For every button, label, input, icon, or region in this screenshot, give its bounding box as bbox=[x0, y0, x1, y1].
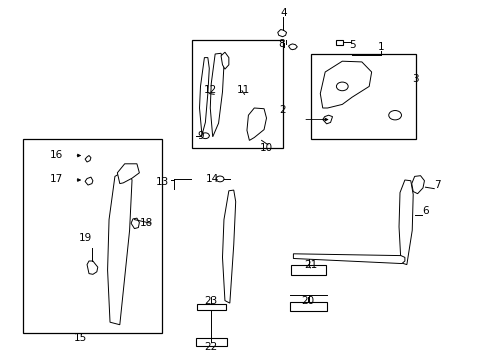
Text: 12: 12 bbox=[203, 85, 217, 95]
Circle shape bbox=[336, 82, 347, 91]
Polygon shape bbox=[85, 156, 91, 162]
Polygon shape bbox=[199, 58, 209, 135]
Bar bbox=[23, 139, 162, 333]
Text: 22: 22 bbox=[204, 342, 218, 352]
Polygon shape bbox=[293, 254, 404, 264]
Bar bbox=[290, 265, 325, 275]
Text: 20: 20 bbox=[301, 296, 314, 306]
Text: 14: 14 bbox=[205, 174, 219, 184]
Bar bbox=[310, 54, 415, 139]
Text: 19: 19 bbox=[79, 233, 92, 243]
Text: 3: 3 bbox=[411, 74, 418, 84]
Polygon shape bbox=[277, 30, 286, 37]
Polygon shape bbox=[107, 169, 132, 325]
Polygon shape bbox=[411, 176, 424, 194]
Polygon shape bbox=[322, 115, 332, 124]
Bar bbox=[289, 302, 326, 311]
Circle shape bbox=[216, 176, 224, 182]
Polygon shape bbox=[131, 218, 139, 229]
Bar bbox=[192, 40, 282, 148]
Text: 1: 1 bbox=[377, 42, 384, 52]
Text: 10: 10 bbox=[260, 143, 272, 153]
Circle shape bbox=[201, 133, 209, 139]
Bar bbox=[196, 304, 225, 310]
Text: 15: 15 bbox=[74, 333, 87, 343]
Text: 11: 11 bbox=[236, 85, 249, 95]
Polygon shape bbox=[87, 261, 98, 274]
Polygon shape bbox=[210, 53, 224, 137]
Text: 8: 8 bbox=[277, 39, 284, 49]
Polygon shape bbox=[222, 190, 235, 303]
Polygon shape bbox=[398, 180, 412, 265]
Text: 18: 18 bbox=[140, 218, 153, 228]
Polygon shape bbox=[221, 52, 228, 69]
Circle shape bbox=[388, 111, 401, 120]
Text: 17: 17 bbox=[49, 174, 63, 184]
Text: 5: 5 bbox=[348, 40, 355, 50]
Text: 9: 9 bbox=[197, 131, 203, 141]
Polygon shape bbox=[246, 108, 266, 140]
Polygon shape bbox=[85, 177, 93, 185]
Text: 6: 6 bbox=[421, 206, 428, 216]
Text: 7: 7 bbox=[433, 180, 440, 190]
Text: 13: 13 bbox=[155, 177, 169, 187]
Text: 2: 2 bbox=[279, 105, 285, 115]
Bar bbox=[336, 40, 343, 45]
Text: 16: 16 bbox=[49, 150, 63, 160]
Text: 23: 23 bbox=[204, 296, 218, 306]
Bar bbox=[195, 338, 227, 346]
Text: 4: 4 bbox=[280, 8, 286, 18]
Polygon shape bbox=[117, 164, 139, 184]
Text: 21: 21 bbox=[303, 260, 317, 270]
Polygon shape bbox=[288, 44, 297, 50]
Polygon shape bbox=[320, 61, 371, 108]
